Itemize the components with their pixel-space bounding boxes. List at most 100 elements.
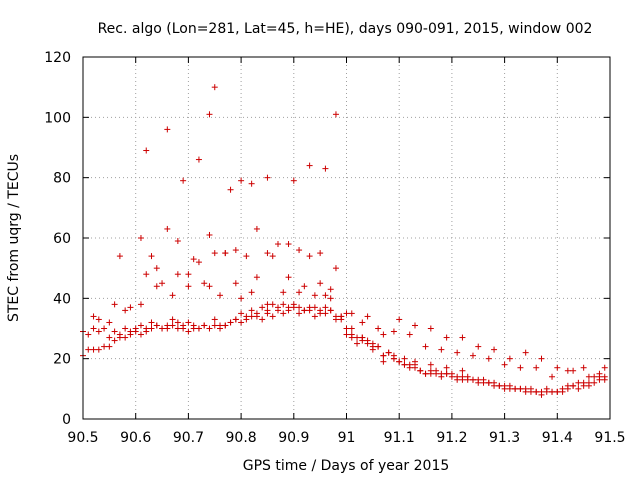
data-point [406,361,413,368]
data-point [317,250,324,257]
data-point [454,376,461,383]
x-tick-label: 90.8 [226,430,257,446]
data-point [375,325,382,332]
data-point [522,349,529,356]
data-point [143,271,150,278]
data-point [280,310,287,317]
x-tick-label: 91 [338,430,356,446]
data-point [132,328,139,335]
data-point [580,382,587,389]
data-point [412,358,419,365]
data-point [533,388,540,395]
data-point [469,376,476,383]
data-point [343,310,350,317]
axis-ticks [82,56,611,420]
data-point [306,253,313,260]
data-point [253,310,260,317]
data-point [90,346,97,353]
data-point [549,388,556,395]
data-point [206,325,213,332]
data-point [359,334,366,341]
data-point [559,388,566,395]
data-point [517,385,524,392]
data-point [322,304,329,311]
data-point [306,304,313,311]
x-tick-label: 91.2 [436,430,467,446]
data-points [80,84,608,398]
data-point [390,355,397,362]
data-point [248,289,255,296]
data-point [480,379,487,386]
data-point [264,250,271,257]
data-point [122,307,129,314]
data-point [290,301,297,308]
data-point [512,385,519,392]
data-point [174,319,181,326]
data-point [185,328,192,335]
data-point [85,331,92,338]
data-point [195,259,202,266]
data-point [422,370,429,377]
data-point [211,316,218,323]
x-axis-title: GPS time / Days of year 2015 [243,458,450,474]
data-point [538,355,545,362]
y-tick-label: 20 [53,352,71,368]
data-point [459,334,466,341]
data-point [311,313,318,320]
data-point [185,271,192,278]
data-point [491,382,498,389]
data-point [269,253,276,260]
data-point [575,379,582,386]
data-point [174,271,181,278]
data-point [538,391,545,398]
data-point [359,319,366,326]
data-point [153,283,160,290]
y-tick-label: 0 [62,412,71,428]
data-point [180,325,187,332]
y-tick-label: 40 [53,291,71,307]
data-point [101,343,108,350]
x-tick-label: 90.5 [67,430,98,446]
data-point [301,283,308,290]
data-point [443,364,450,371]
x-tick-label: 90.9 [278,430,309,446]
data-point [122,325,129,332]
data-point [185,283,192,290]
data-point [227,186,234,193]
data-point [354,334,361,341]
data-point [506,355,513,362]
data-point [106,343,113,350]
data-point [348,325,355,332]
x-tick-label: 90.6 [120,430,151,446]
data-point [422,343,429,350]
data-point [195,325,202,332]
data-point [317,307,324,314]
data-point [85,346,92,353]
data-point [332,111,339,118]
data-point [533,364,540,371]
data-point [401,361,408,368]
data-point [348,310,355,317]
data-point [585,373,592,380]
data-point [243,253,250,260]
data-point [332,313,339,320]
y-tick-labels: 0 20 40 60 80 100 120 [44,50,71,428]
data-point [259,304,266,311]
data-point [396,358,403,365]
data-point [417,367,424,374]
data-point [596,370,603,377]
data-point [280,301,287,308]
data-point [491,346,498,353]
data-point [443,370,450,377]
data-point [217,325,224,332]
data-point [174,325,181,332]
data-point [301,307,308,314]
data-point [401,355,408,362]
data-point [580,364,587,371]
data-point [211,250,218,257]
data-point [248,313,255,320]
data-point [206,283,213,290]
x-tick-label: 91.4 [542,430,573,446]
data-point [137,331,144,338]
y-tick-label: 80 [53,171,71,187]
